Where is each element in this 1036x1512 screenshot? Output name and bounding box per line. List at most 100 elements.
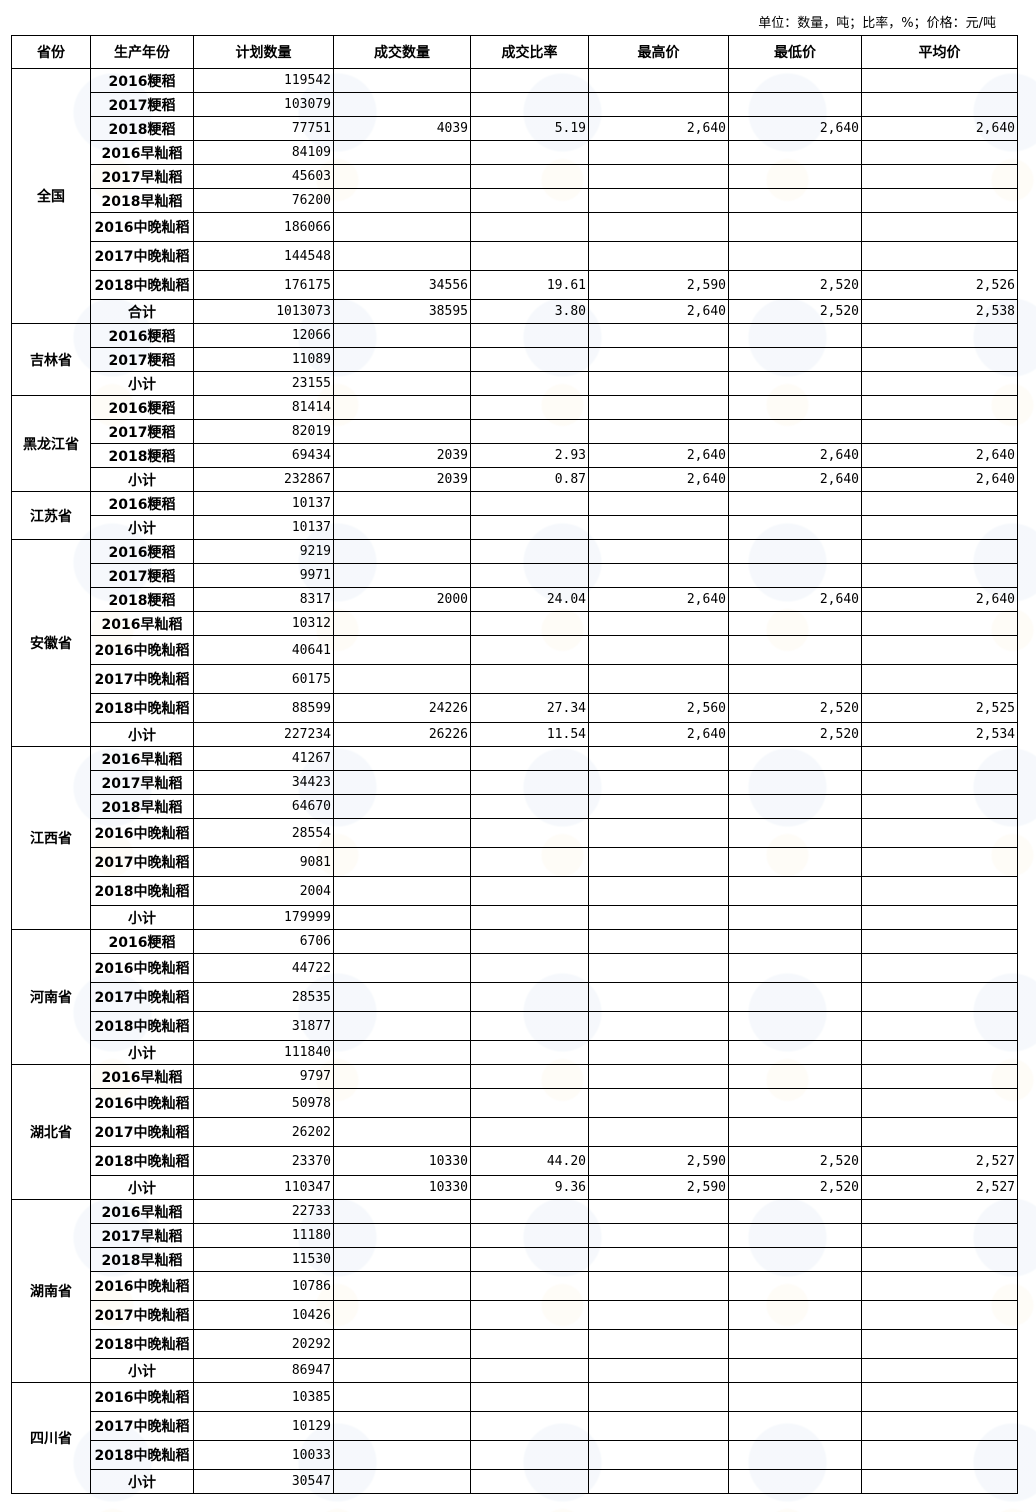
deal-qty-cell xyxy=(333,491,471,516)
avg-price-cell xyxy=(861,323,1018,348)
avg-price-cell: 2,538 xyxy=(861,299,1018,324)
variety-cell: 2016粳稻 xyxy=(90,929,194,954)
header-year-variety: 生产年份 xyxy=(90,35,194,69)
variety-cell: 2016粳稻 xyxy=(90,68,194,93)
table-row: 2018早籼稻 64670 xyxy=(12,794,1018,819)
table-row: 小计 110347 10330 9.36 2,590 2,520 2,527 xyxy=(12,1175,1018,1200)
table-row: 2017中晚籼稻 144548 xyxy=(12,241,1018,271)
max-price-cell xyxy=(588,1011,729,1041)
max-price-cell: 2,590 xyxy=(588,1146,729,1176)
min-price-cell xyxy=(728,164,862,189)
plan-qty-cell: 9081 xyxy=(193,847,334,877)
deal-qty-cell xyxy=(333,241,471,271)
min-price-cell xyxy=(728,539,862,564)
table-row: 2017中晚籼稻 26202 xyxy=(12,1117,1018,1147)
plan-qty-cell: 44722 xyxy=(193,953,334,983)
variety-cell: 2018中晚籼稻 xyxy=(90,1440,194,1470)
deal-qty-cell xyxy=(333,1011,471,1041)
avg-price-cell xyxy=(861,1440,1018,1470)
variety-cell: 2017早籼稻 xyxy=(90,1223,194,1248)
max-price-cell xyxy=(588,1199,729,1224)
avg-price-cell xyxy=(861,241,1018,271)
avg-price-cell xyxy=(861,371,1018,396)
deal-qty-cell xyxy=(333,1199,471,1224)
avg-price-cell xyxy=(861,1223,1018,1248)
table-row: 2017中晚籼稻 28535 xyxy=(12,982,1018,1012)
variety-cell: 2017中晚籼稻 xyxy=(90,1411,194,1441)
avg-price-cell: 2,525 xyxy=(861,693,1018,723)
table-row: 2017中晚籼稻 60175 xyxy=(12,664,1018,694)
deal-qty-cell xyxy=(333,140,471,165)
deal-ratio-cell xyxy=(470,635,589,665)
max-price-cell xyxy=(588,1300,729,1330)
province-cell: 江苏省 xyxy=(11,491,91,540)
deal-ratio-cell xyxy=(470,419,589,444)
plan-qty-cell: 81414 xyxy=(193,395,334,420)
variety-cell: 小计 xyxy=(90,1175,194,1200)
max-price-cell xyxy=(588,241,729,271)
variety-cell: 2016中晚籼稻 xyxy=(90,1271,194,1301)
avg-price-cell xyxy=(861,929,1018,954)
deal-qty-cell xyxy=(333,395,471,420)
deal-ratio-cell xyxy=(470,515,589,540)
deal-ratio-cell xyxy=(470,92,589,117)
table-row: 小计 227234 26226 11.54 2,640 2,520 2,534 xyxy=(12,722,1018,747)
deal-ratio-cell xyxy=(470,953,589,983)
min-price-cell xyxy=(728,188,862,213)
plan-qty-cell: 111840 xyxy=(193,1040,334,1065)
avg-price-cell xyxy=(861,770,1018,795)
plan-qty-cell: 50978 xyxy=(193,1088,334,1118)
avg-price-cell xyxy=(861,68,1018,93)
max-price-cell xyxy=(588,515,729,540)
deal-ratio-cell xyxy=(470,1329,589,1359)
deal-ratio-cell xyxy=(470,539,589,564)
avg-price-cell xyxy=(861,563,1018,588)
deal-ratio-cell: 19.61 xyxy=(470,270,589,300)
variety-cell: 2017早籼稻 xyxy=(90,164,194,189)
variety-cell: 2018粳稻 xyxy=(90,587,194,612)
plan-qty-cell: 34423 xyxy=(193,770,334,795)
deal-ratio-cell xyxy=(470,1223,589,1248)
min-price-cell xyxy=(728,1469,862,1494)
min-price-cell xyxy=(728,1088,862,1118)
avg-price-cell xyxy=(861,347,1018,372)
deal-qty-cell xyxy=(333,419,471,444)
deal-ratio-cell xyxy=(470,1411,589,1441)
table-row: 2017粳稻 103079 xyxy=(12,92,1018,117)
min-price-cell: 2,520 xyxy=(728,299,862,324)
variety-cell: 2016粳稻 xyxy=(90,395,194,420)
min-price-cell xyxy=(728,1223,862,1248)
variety-cell: 2018中晚籼稻 xyxy=(90,1011,194,1041)
deal-ratio-cell xyxy=(470,1358,589,1383)
max-price-cell xyxy=(588,847,729,877)
deal-qty-cell xyxy=(333,818,471,848)
table-row: 2017粳稻 82019 xyxy=(12,419,1018,444)
min-price-cell xyxy=(728,1358,862,1383)
max-price-cell: 2,590 xyxy=(588,1175,729,1200)
plan-qty-cell: 144548 xyxy=(193,241,334,271)
avg-price-cell xyxy=(861,515,1018,540)
plan-qty-cell: 28554 xyxy=(193,818,334,848)
max-price-cell xyxy=(588,982,729,1012)
plan-qty-cell: 11180 xyxy=(193,1223,334,1248)
table-row: 2018中晚籼稻 88599 24226 27.34 2,560 2,520 2,525 xyxy=(12,693,1018,723)
avg-price-cell xyxy=(861,1271,1018,1301)
variety-cell: 小计 xyxy=(90,1358,194,1383)
deal-ratio-cell: 44.20 xyxy=(470,1146,589,1176)
variety-cell: 2018早籼稻 xyxy=(90,794,194,819)
table-row: 2017中晚籼稻 10426 xyxy=(12,1300,1018,1330)
variety-cell: 2016早籼稻 xyxy=(90,140,194,165)
max-price-cell: 2,640 xyxy=(588,587,729,612)
min-price-cell xyxy=(728,982,862,1012)
max-price-cell xyxy=(588,1247,729,1272)
variety-cell: 2016早籼稻 xyxy=(90,1199,194,1224)
deal-ratio-cell xyxy=(470,1271,589,1301)
avg-price-cell xyxy=(861,188,1018,213)
province-cell: 吉林省 xyxy=(11,323,91,396)
variety-cell: 2017中晚籼稻 xyxy=(90,847,194,877)
table-row: 2016中晚籼稻 28554 xyxy=(12,818,1018,848)
deal-ratio-cell: 2.93 xyxy=(470,443,589,468)
variety-cell: 2017粳稻 xyxy=(90,347,194,372)
max-price-cell xyxy=(588,1329,729,1359)
min-price-cell xyxy=(728,1117,862,1147)
